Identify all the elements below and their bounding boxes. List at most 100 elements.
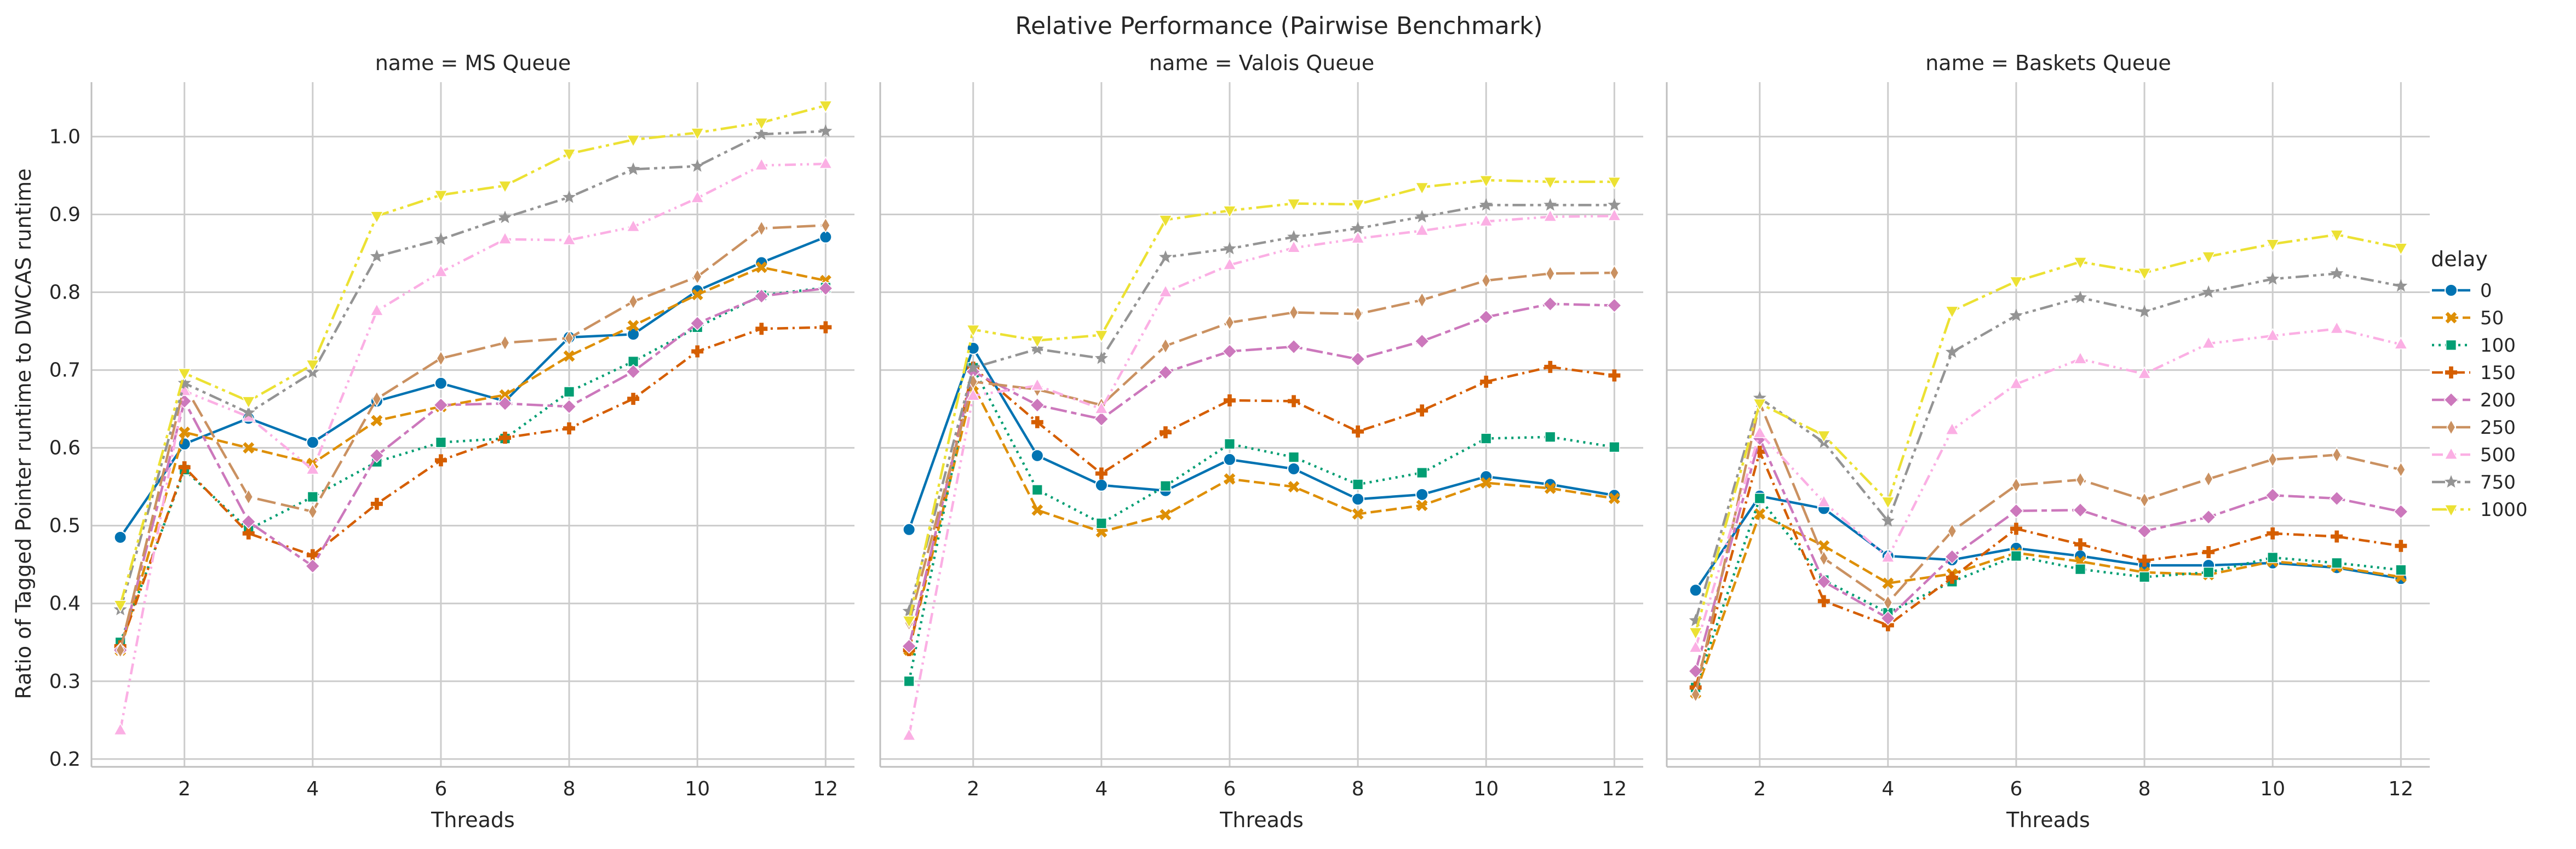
legend-entry: 150: [2432, 362, 2516, 384]
data-point: [754, 288, 769, 304]
data-point: [1095, 518, 1107, 529]
x-tick-label: 2: [178, 778, 191, 800]
x-tick-label: 12: [813, 778, 838, 800]
data-point: [1817, 595, 1830, 607]
data-point: [177, 376, 191, 389]
series-100: [903, 362, 1620, 687]
legend-entry: 100: [2432, 335, 2516, 357]
data-point: [2265, 239, 2280, 252]
data-point: [2074, 564, 2086, 575]
data-point: [178, 461, 191, 474]
legend-entry: 50: [2432, 307, 2504, 329]
data-point: [966, 360, 980, 374]
gridlines: [1667, 82, 2430, 767]
series-line: [119, 130, 826, 610]
legend-label: 500: [2480, 444, 2516, 466]
data-point: [1095, 526, 1108, 538]
data-point: [1288, 395, 1300, 408]
data-point: [1947, 523, 1957, 540]
data-point: [1819, 550, 1829, 567]
data-point: [1544, 360, 1557, 373]
series-500: [1688, 321, 2408, 653]
data-point: [1223, 394, 1236, 406]
data-point: [500, 335, 510, 351]
series-0: [113, 230, 833, 544]
data-point: [1030, 377, 1045, 391]
y-tick-label: 0.4: [49, 593, 81, 615]
legend-marker: [2445, 366, 2457, 378]
series-line: [908, 347, 1615, 530]
data-point: [1480, 477, 1492, 489]
panel-title: name = MS Queue: [375, 51, 571, 75]
data-point: [434, 376, 447, 390]
data-point: [1415, 487, 1429, 501]
data-point: [498, 231, 512, 244]
data-point: [2330, 321, 2344, 334]
data-point: [690, 190, 705, 203]
legend-marker: [2444, 446, 2458, 460]
data-point: [1544, 483, 1556, 494]
data-point: [434, 232, 448, 245]
x-tick-label: 6: [1224, 778, 1236, 800]
data-point: [902, 523, 916, 536]
data-point: [1288, 481, 1300, 493]
data-point: [241, 396, 256, 409]
data-point: [1414, 334, 1430, 349]
legend-label: 0: [2480, 280, 2492, 302]
series-500: [902, 208, 1622, 741]
data-point: [498, 210, 512, 223]
data-point: [306, 359, 320, 372]
data-point: [370, 211, 384, 224]
data-point: [305, 558, 320, 574]
series-line: [119, 104, 826, 606]
data-point: [1094, 351, 1108, 364]
data-point: [2137, 268, 2152, 281]
legend-label: 100: [2480, 335, 2516, 357]
series-200: [112, 280, 834, 658]
series-750: [902, 198, 1621, 617]
data-point: [244, 489, 254, 505]
data-point: [371, 415, 383, 427]
y-tick-label: 0.2: [49, 748, 81, 771]
legend-title: delay: [2431, 247, 2488, 271]
data-point: [2075, 472, 2085, 488]
data-point: [2201, 509, 2216, 525]
data-point: [2330, 266, 2344, 279]
data-point: [561, 399, 577, 415]
data-point: [1030, 342, 1044, 355]
legend-marker: [2444, 475, 2458, 488]
data-point: [1158, 365, 1173, 380]
series-50: [903, 380, 1620, 656]
data-point: [2331, 530, 2343, 543]
x-axis-label: Threads: [2006, 808, 2090, 832]
legend-entry: 500: [2432, 444, 2516, 466]
data-point: [966, 324, 980, 337]
data-point: [433, 397, 449, 413]
data-point: [2073, 290, 2087, 303]
data-point: [818, 100, 833, 113]
data-point: [1289, 304, 1299, 321]
data-point: [2203, 566, 2214, 578]
data-point: [1223, 257, 1237, 270]
data-point: [370, 497, 383, 510]
data-point: [2395, 540, 2407, 552]
data-point: [1351, 221, 1365, 234]
series-line: [908, 365, 1615, 651]
data-point: [2009, 376, 2023, 389]
data-point: [1415, 182, 1429, 195]
legend-entry: 200: [2432, 389, 2516, 411]
legend-entry: 1000: [2432, 499, 2528, 521]
data-point: [2201, 251, 2216, 265]
data-point: [2073, 351, 2087, 364]
series-100: [114, 282, 831, 648]
x-tick-label: 12: [2388, 778, 2413, 800]
data-point: [499, 432, 512, 444]
x-tick-label: 4: [306, 778, 319, 800]
data-point: [2010, 523, 2022, 535]
facet-panel-3: name = Baskets Queue 2 4 6 8 10 12 Threads: [1666, 51, 2430, 832]
data-point: [563, 190, 576, 203]
x-tick-label: 12: [1602, 778, 1627, 800]
data-point: [755, 261, 767, 273]
data-point: [1287, 240, 1301, 253]
x-tick-label: 4: [1881, 778, 1894, 800]
